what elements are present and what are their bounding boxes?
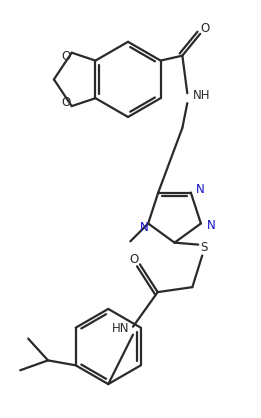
Text: N: N	[196, 183, 205, 196]
Text: NH: NH	[192, 89, 210, 102]
Text: N: N	[206, 219, 215, 232]
Text: O: O	[61, 96, 70, 109]
Text: HN: HN	[112, 322, 130, 335]
Text: S: S	[200, 241, 208, 254]
Text: O: O	[200, 23, 210, 36]
Text: N: N	[140, 221, 149, 234]
Text: O: O	[129, 253, 139, 266]
Text: O: O	[61, 50, 70, 63]
